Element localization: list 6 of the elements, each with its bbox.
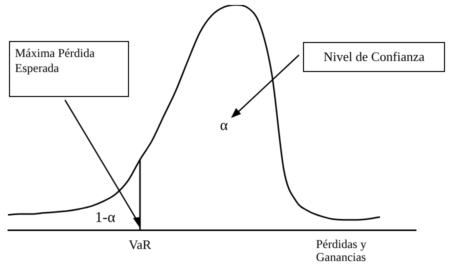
annotation: 1-α [95, 210, 116, 227]
x-axis-title: Pérdidas y Ganancias [316, 237, 368, 264]
annotation: Máxima Pérdida Esperada [9, 41, 129, 97]
text: VaR [128, 237, 152, 253]
annotation: Nivel de Confianza [303, 42, 445, 72]
annotation: α [220, 118, 228, 135]
